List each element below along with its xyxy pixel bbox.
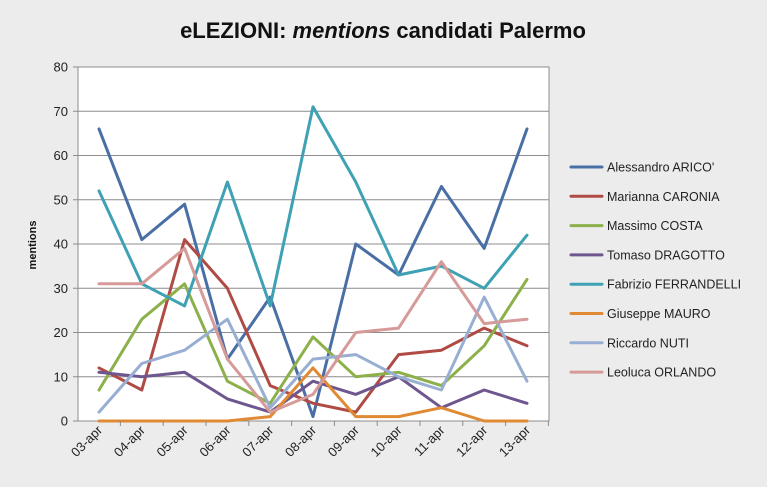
series-line: [97, 366, 529, 423]
legend-entry: Massimo COSTA: [607, 219, 703, 233]
x-tick-label: 07-apr: [239, 422, 277, 460]
y-tick-label: 80: [54, 60, 68, 75]
y-tick-label: 60: [54, 148, 68, 163]
legend-entry: Alessandro ARICO': [607, 161, 714, 175]
y-axis-ticks: 0 10 20 30 40 50 60 70 80: [54, 60, 78, 429]
legend-entry: Leoluca ORLANDO: [607, 366, 716, 380]
x-tick-label: 05-apr: [154, 422, 192, 460]
legend-entry: Giuseppe MAURO: [607, 307, 711, 321]
legend-entry: Marianna CARONIA: [607, 190, 720, 204]
chart-title-part: candidati Palermo: [390, 18, 586, 43]
x-tick-label: 11-apr: [411, 422, 448, 459]
legend-entry: Tomaso DRAGOTTO: [607, 248, 725, 262]
chart-title: eLEZIONI: mentions candidati Palermo: [180, 18, 586, 43]
x-tick-label: 10-apr: [368, 422, 406, 460]
y-tick-label: 30: [54, 281, 68, 296]
series-line: [97, 246, 529, 414]
series-line: [97, 370, 529, 414]
x-tick-label: 08-apr: [282, 422, 320, 460]
x-tick-label: 12-apr: [453, 422, 491, 460]
chart-title-part: eLEZIONI:: [180, 18, 292, 43]
y-tick-label: 50: [54, 192, 68, 207]
y-tick-label: 40: [54, 237, 68, 252]
chart-title-part: mentions: [293, 18, 391, 43]
legend-entry: Riccardo NUTI: [607, 336, 689, 350]
y-tick-label: 70: [54, 104, 68, 119]
x-tick-label: 13-apr: [496, 422, 534, 460]
series-line: [97, 277, 529, 405]
x-axis-ticks: 03-apr 04-apr 05-apr 06-apr 07-apr 08-apr 09-a…: [68, 421, 549, 460]
x-tick-label: 03-apr: [68, 422, 106, 460]
series-line: [97, 127, 529, 419]
y-axis-label: mentions: [27, 221, 39, 270]
x-tick-label: 04-apr: [111, 422, 149, 460]
series-line: [97, 105, 529, 308]
legend: Alessandro ARICO' Marianna CARONIA Massimo…: [569, 161, 741, 380]
series-line: [97, 238, 529, 414]
legend-entry: Fabrizio FERRANDELLI: [607, 278, 741, 292]
x-tick-label: 06-apr: [196, 422, 234, 460]
y-tick-label: 10: [54, 369, 68, 384]
y-tick-label: 0: [61, 414, 68, 429]
x-tick-label: 09-apr: [325, 422, 363, 460]
series-lines: [97, 105, 529, 423]
series-line: [97, 295, 529, 414]
y-tick-label: 20: [54, 325, 68, 340]
